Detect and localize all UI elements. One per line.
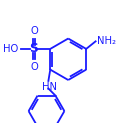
Text: O: O — [30, 26, 38, 36]
Text: S: S — [29, 42, 38, 55]
Text: HN: HN — [42, 82, 57, 92]
Text: NH₂: NH₂ — [97, 36, 116, 46]
Text: HO: HO — [3, 44, 18, 54]
Text: O: O — [30, 62, 38, 72]
